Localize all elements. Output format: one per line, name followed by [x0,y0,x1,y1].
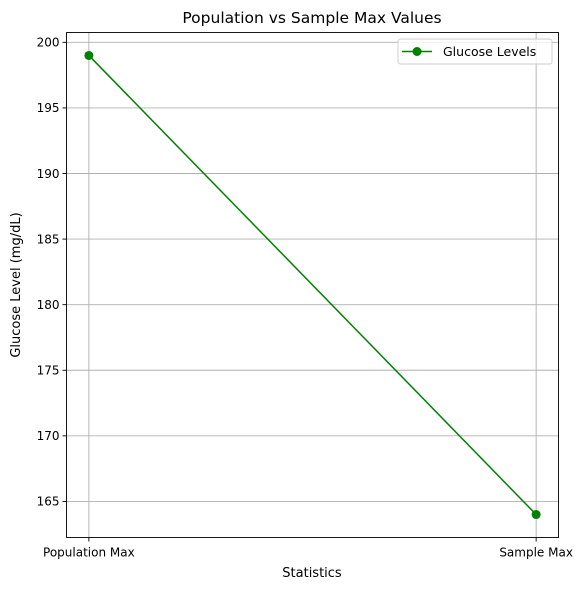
y-tick-label: 185 [37,232,60,246]
y-tick-label: 190 [37,167,60,181]
data-point [531,510,541,520]
legend-label: Glucose Levels [443,44,536,59]
chart-title: Population vs Sample Max Values [182,9,441,27]
tick-layer: 165 170 175 180 185 190 195 200 Population Max Sa… [37,36,573,560]
x-tick-label: Sample Max [499,546,573,560]
y-tick-label: 175 [37,364,60,378]
y-tick-label: 180 [37,298,60,312]
x-axis-label: Statistics [282,566,342,581]
y-tick-label: 200 [37,36,60,50]
y-axis-label: Glucose Level (mg/dL) [9,212,24,357]
plot-frame [66,32,559,538]
y-tick-label: 170 [37,429,60,443]
y-tick-label: 165 [37,495,60,509]
legend-marker-swatch [412,47,422,56]
x-tick-label: Population Max [43,546,135,560]
legend: Glucose Levels [397,38,553,65]
series-layer [84,50,541,520]
y-tick-label: 195 [37,101,60,115]
grid-layer [66,32,559,538]
legend-box [397,38,553,65]
series-line [88,54,537,516]
data-point [84,50,94,60]
